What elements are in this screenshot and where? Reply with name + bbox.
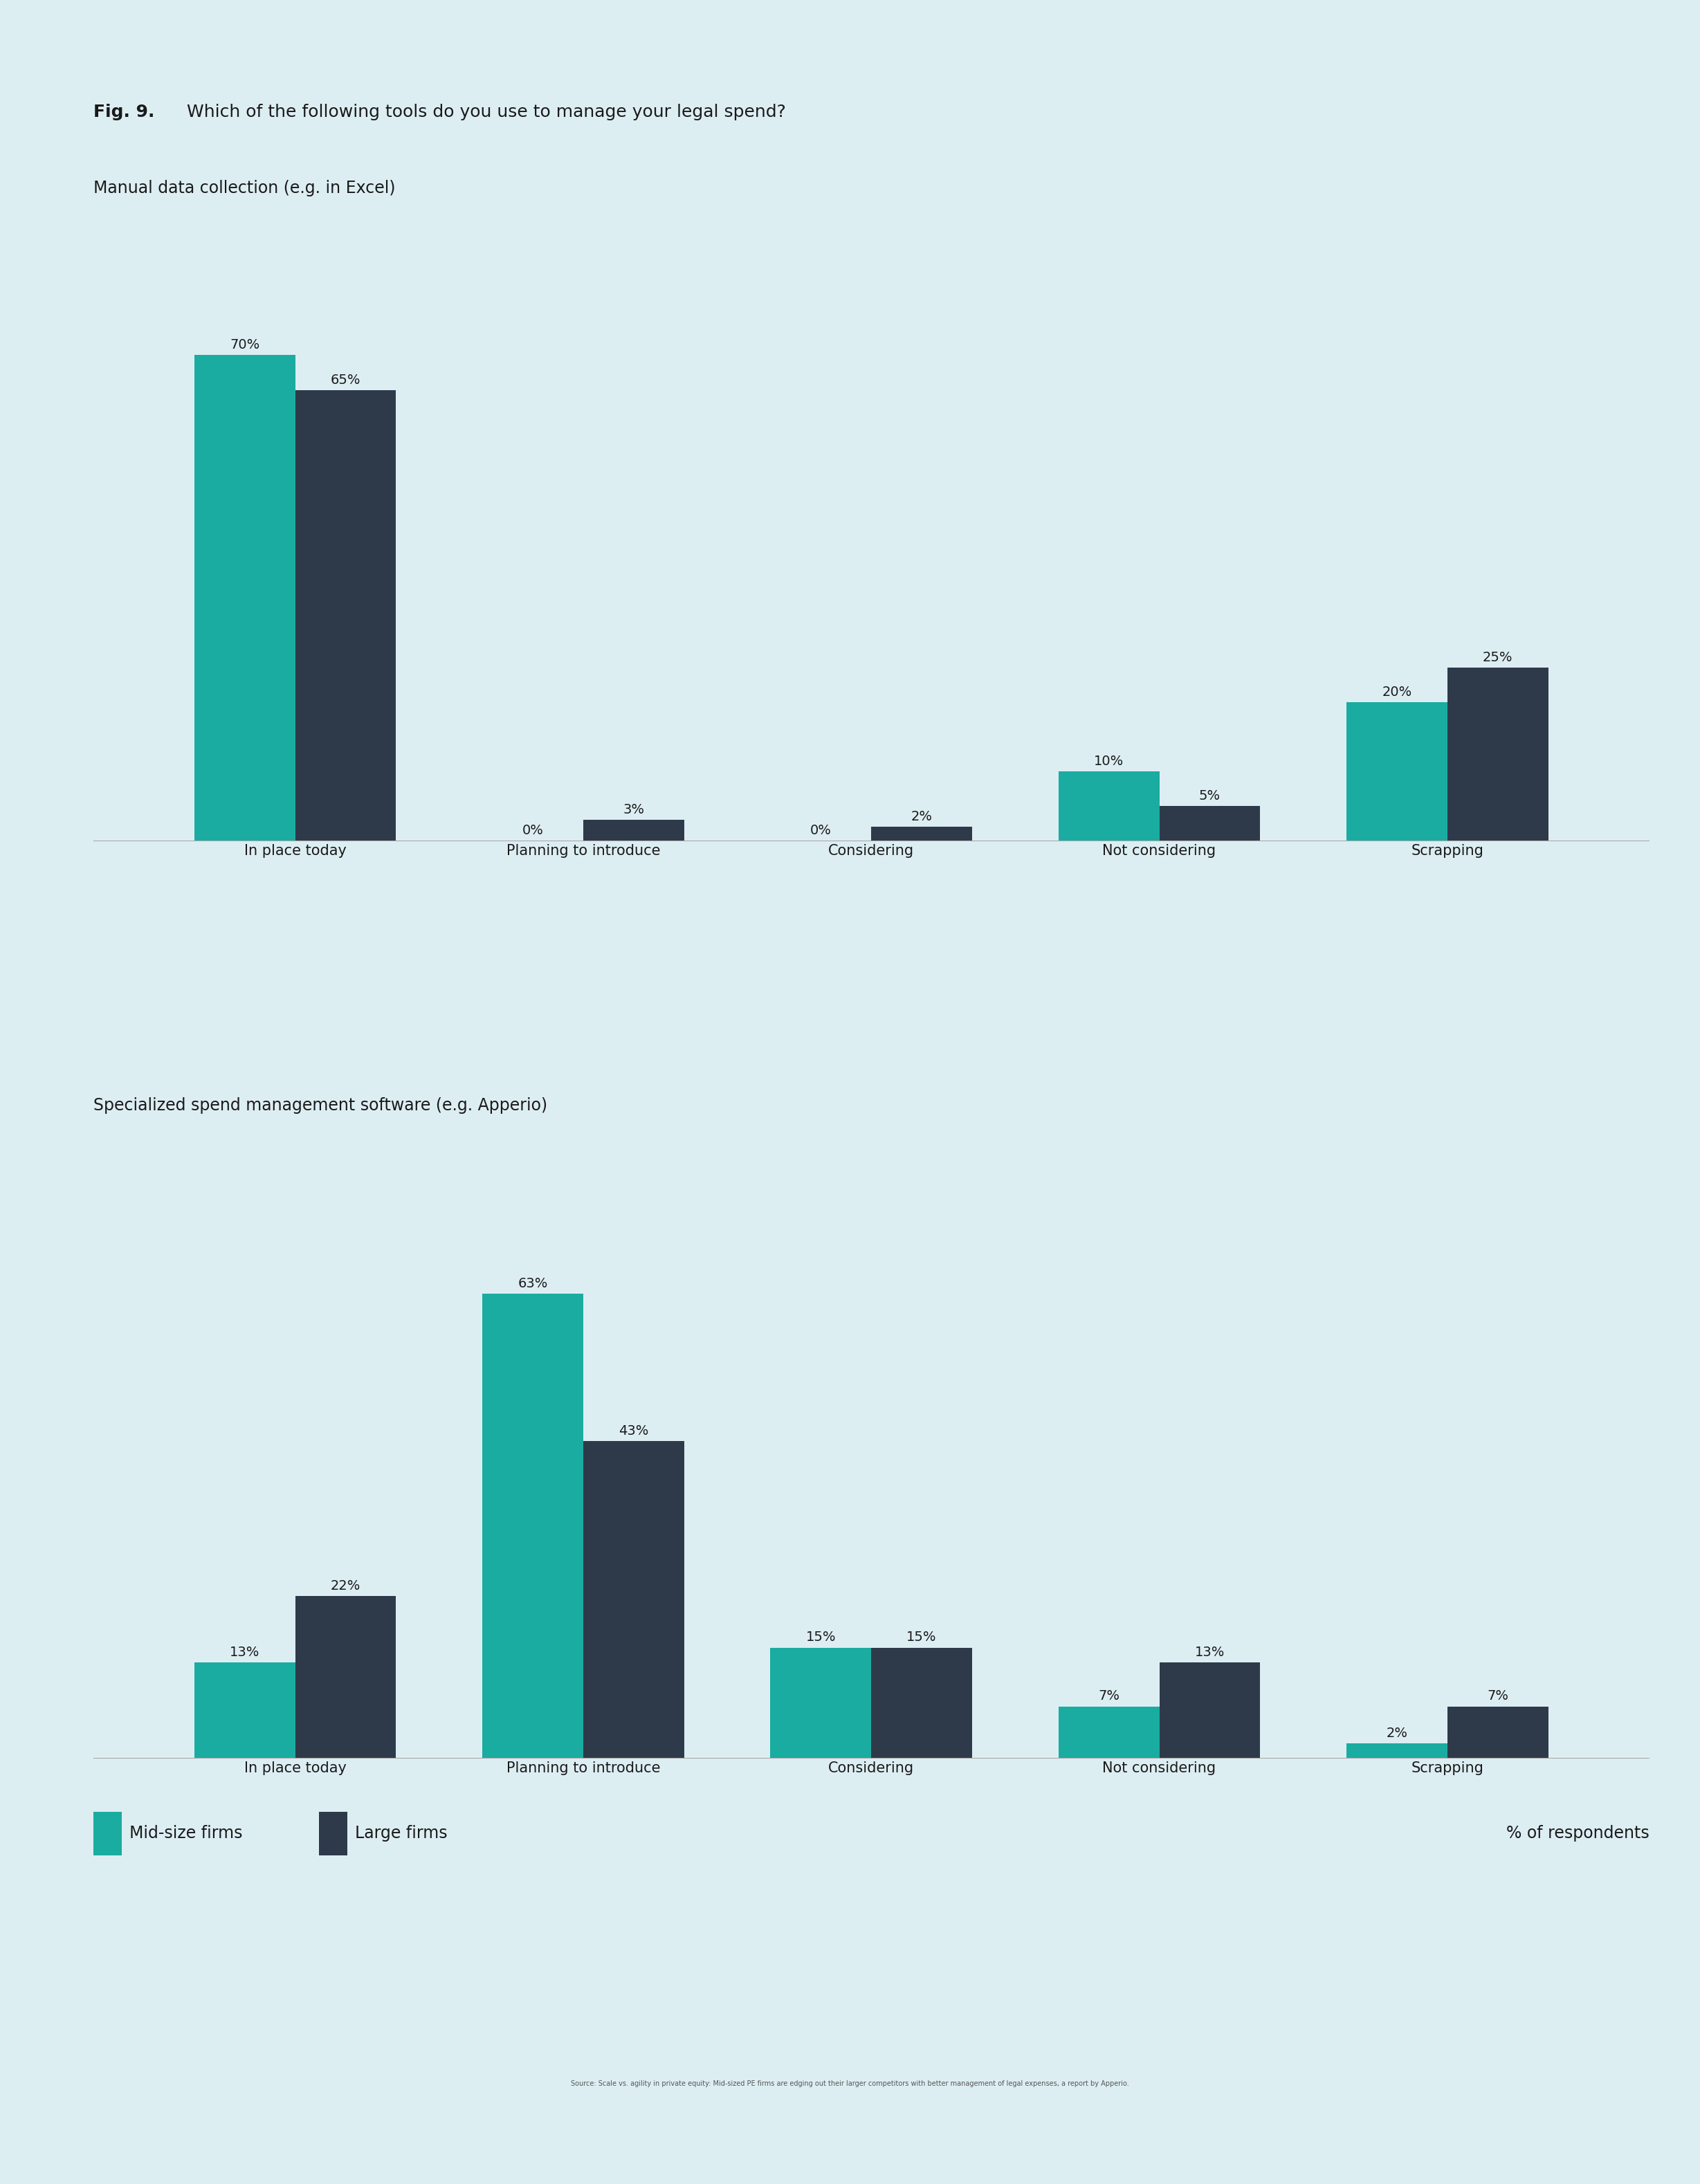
Text: Mid-size firms: Mid-size firms [129, 1826, 243, 1841]
Text: 0%: 0% [811, 823, 831, 836]
Bar [1159, 806, 1260, 841]
Text: 25%: 25% [1482, 651, 1513, 664]
Text: Fig. 9.: Fig. 9. [94, 103, 155, 120]
Text: 0%: 0% [522, 823, 544, 836]
Bar [1346, 1743, 1447, 1758]
Text: Large firms: Large firms [355, 1826, 447, 1841]
Bar [94, 1813, 121, 1856]
Text: 7%: 7% [1098, 1690, 1120, 1704]
Text: 3%: 3% [622, 804, 644, 817]
Bar [1346, 701, 1447, 841]
Text: 13%: 13% [230, 1645, 260, 1658]
Bar [1059, 1706, 1159, 1758]
Bar [870, 828, 972, 841]
Text: 13%: 13% [1195, 1645, 1224, 1658]
Bar [1159, 1662, 1260, 1758]
Text: 7%: 7% [1488, 1690, 1508, 1704]
Bar [320, 1813, 347, 1856]
Text: Manual data collection (e.g. in Excel): Manual data collection (e.g. in Excel) [94, 179, 396, 197]
Text: 5%: 5% [1198, 791, 1221, 804]
Bar [870, 1647, 972, 1758]
Text: 15%: 15% [906, 1631, 937, 1645]
Bar [1447, 668, 1549, 841]
Text: 65%: 65% [330, 373, 360, 387]
Text: 63%: 63% [518, 1278, 547, 1291]
Text: 43%: 43% [619, 1424, 649, 1437]
Bar [770, 1647, 870, 1758]
Text: 15%: 15% [806, 1631, 836, 1645]
Bar [583, 1441, 683, 1758]
Text: % of respondents: % of respondents [1506, 1826, 1649, 1841]
Bar [483, 1293, 583, 1758]
Bar [1447, 1706, 1549, 1758]
Text: 22%: 22% [330, 1579, 360, 1592]
Text: 20%: 20% [1382, 686, 1413, 699]
Bar [296, 1597, 396, 1758]
Bar [194, 1662, 296, 1758]
Text: Specialized spend management software (e.g. Apperio): Specialized spend management software (e… [94, 1096, 547, 1114]
Text: 70%: 70% [230, 339, 260, 352]
Text: 10%: 10% [1093, 756, 1124, 769]
Bar [194, 356, 296, 841]
Text: Source: Scale vs. agility in private equity: Mid-sized PE firms are edging out t: Source: Scale vs. agility in private equ… [571, 2079, 1129, 2088]
Bar [1059, 771, 1159, 841]
Text: 2%: 2% [1386, 1728, 1408, 1741]
Bar [583, 819, 683, 841]
Bar [296, 391, 396, 841]
Text: Which of the following tools do you use to manage your legal spend?: Which of the following tools do you use … [187, 103, 785, 120]
Text: 2%: 2% [911, 810, 932, 823]
